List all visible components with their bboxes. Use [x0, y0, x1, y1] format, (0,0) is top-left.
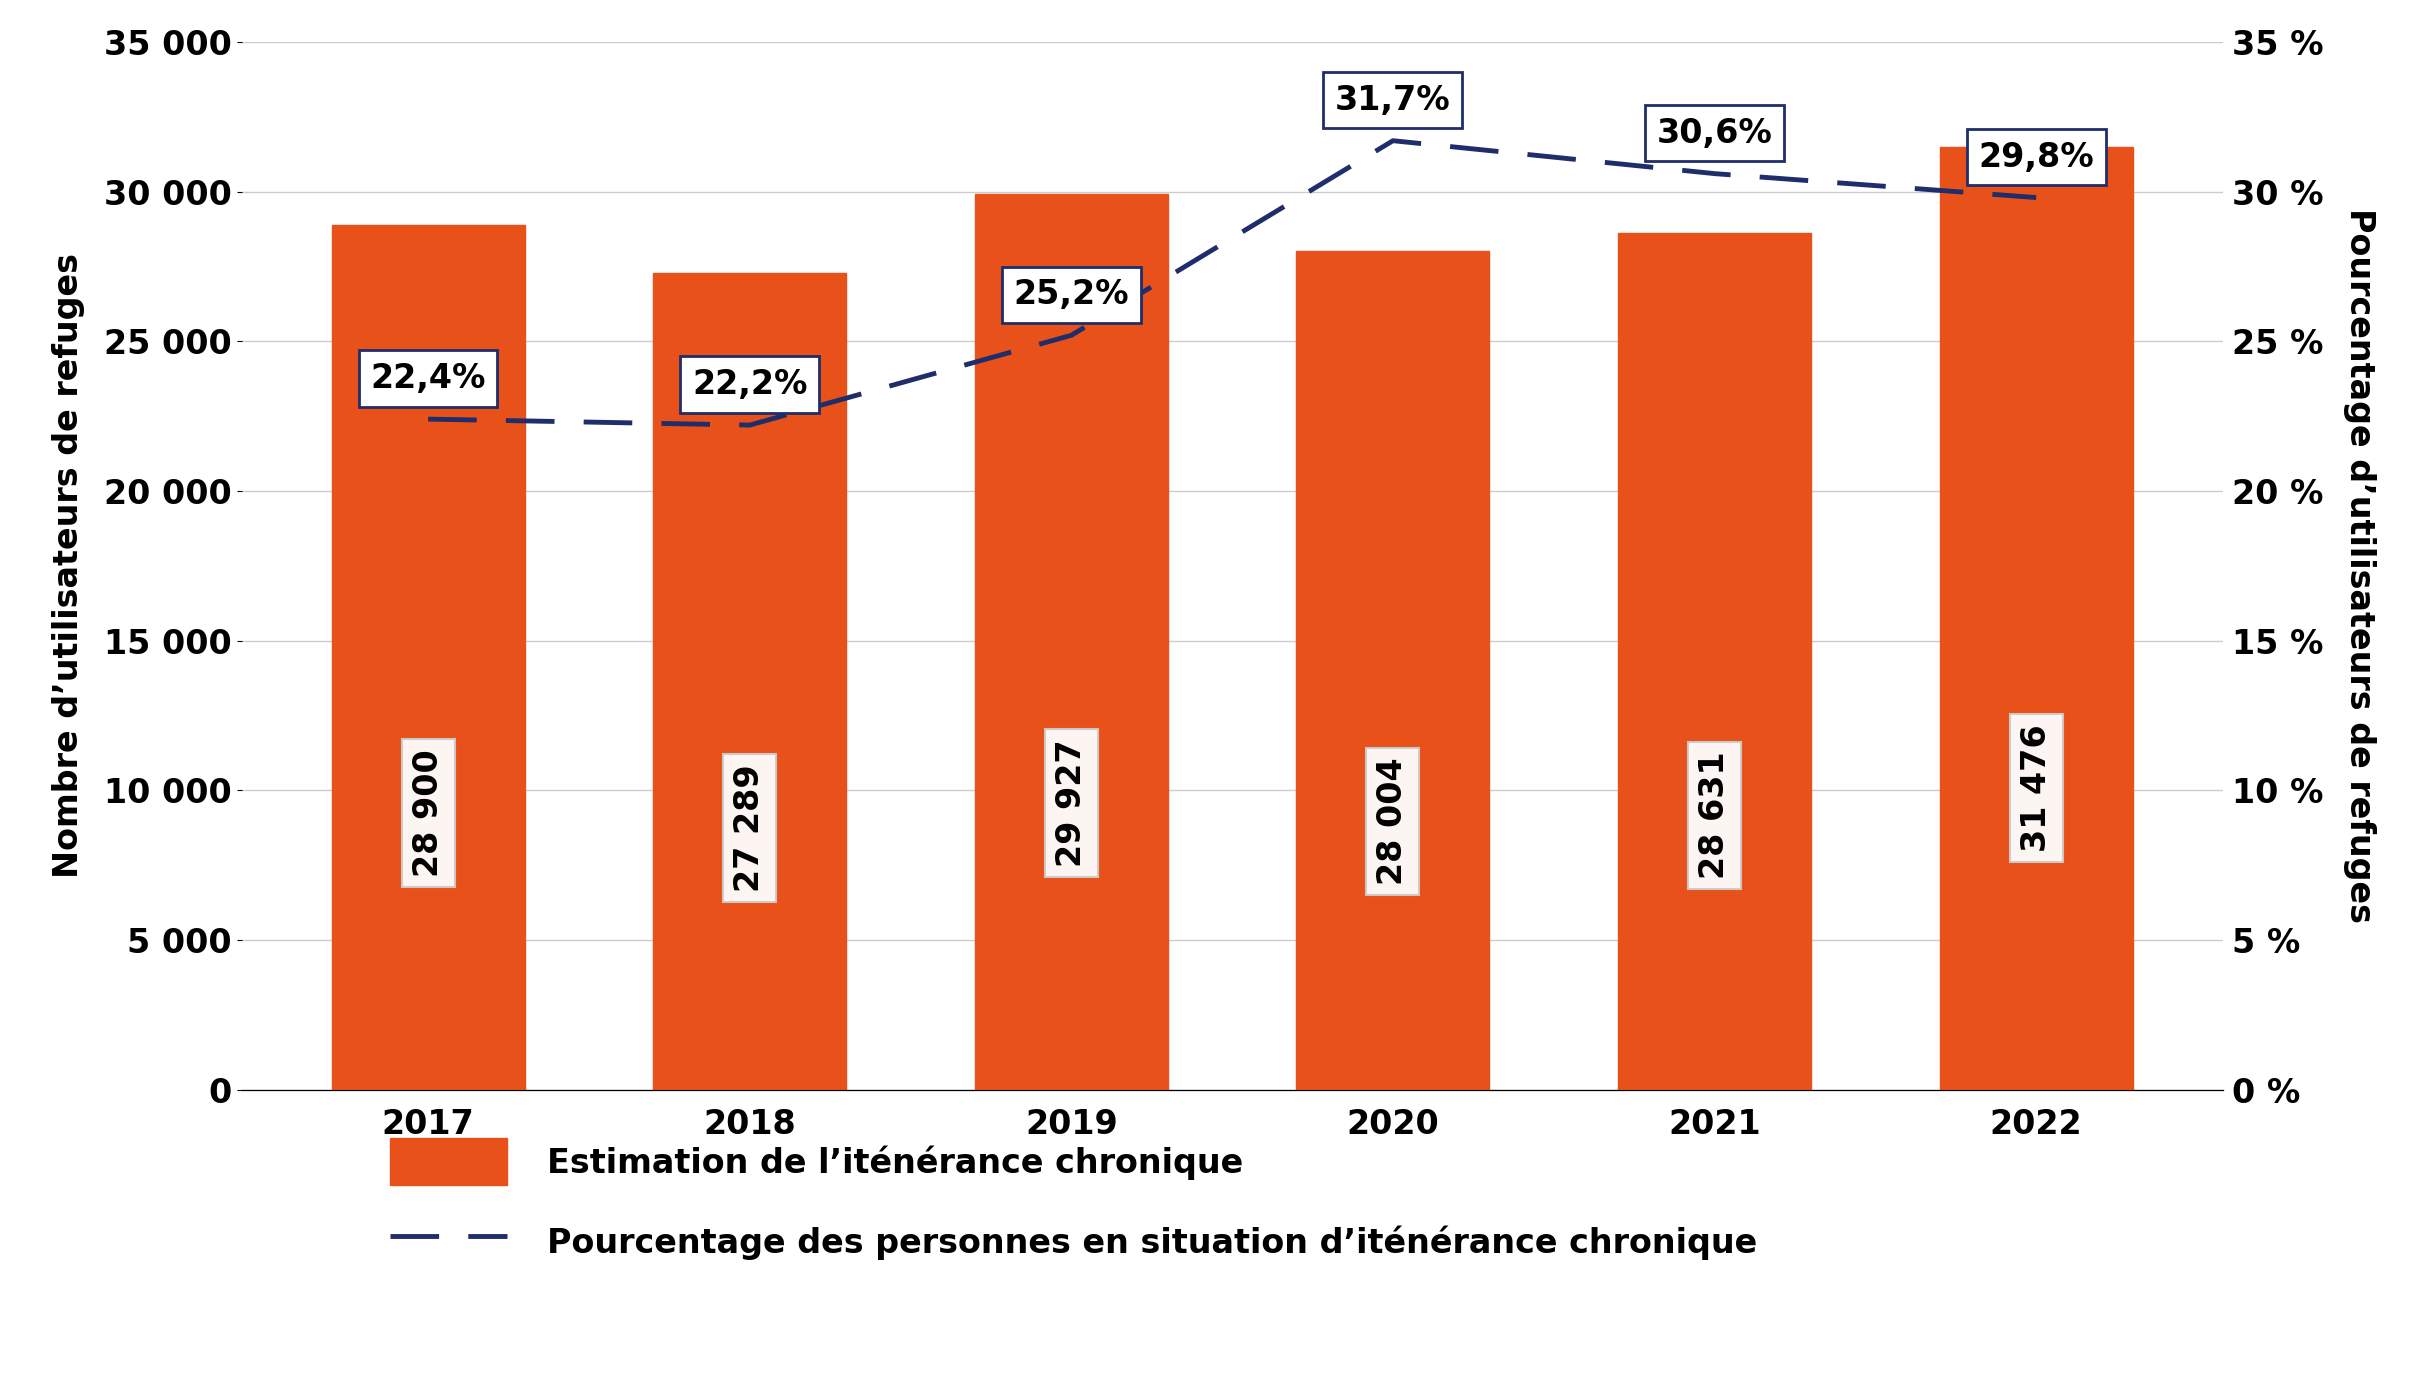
- Text: 22,4%: 22,4%: [370, 362, 486, 395]
- Bar: [1940, 148, 2133, 1090]
- Text: 28 004: 28 004: [1377, 757, 1409, 886]
- Bar: [1619, 232, 1812, 1090]
- Text: 31 476: 31 476: [2020, 724, 2054, 852]
- Legend: Estimation de l’iténérance chronique, Pourcentage des personnes en situation d’i: Estimation de l’iténérance chronique, Po…: [374, 1122, 1773, 1282]
- Bar: [1297, 251, 1488, 1090]
- Y-axis label: Pourcentage d’utilisateurs de refuges: Pourcentage d’utilisateurs de refuges: [2344, 208, 2377, 923]
- Text: 29,8%: 29,8%: [1979, 141, 2095, 173]
- Text: 28 900: 28 900: [411, 749, 445, 877]
- Text: 31,7%: 31,7%: [1336, 84, 1450, 117]
- Text: 29 927: 29 927: [1056, 739, 1087, 866]
- Text: 25,2%: 25,2%: [1015, 278, 1128, 312]
- Bar: [652, 272, 846, 1090]
- Text: 27 289: 27 289: [732, 764, 766, 893]
- Bar: [976, 194, 1167, 1090]
- Text: 22,2%: 22,2%: [691, 369, 807, 401]
- Y-axis label: Nombre d’utilisateurs de refuges: Nombre d’utilisateurs de refuges: [51, 253, 85, 879]
- Text: 28 631: 28 631: [1698, 752, 1732, 879]
- Text: 30,6%: 30,6%: [1657, 117, 1773, 149]
- Bar: [331, 225, 524, 1090]
